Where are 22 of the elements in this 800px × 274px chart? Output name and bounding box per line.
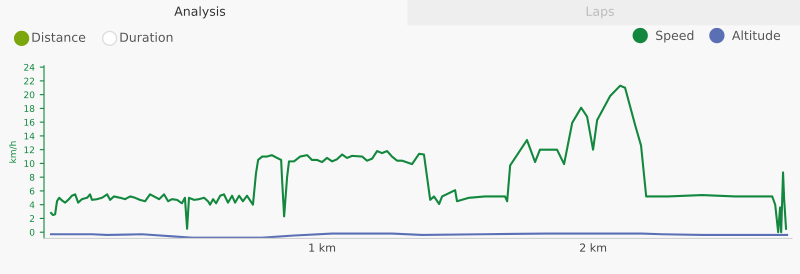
y-tick-label: 14 xyxy=(24,132,34,140)
y-tick-label: 16 xyxy=(24,118,34,126)
legend-label: Speed xyxy=(656,30,694,43)
y-tick-label: 0 xyxy=(30,228,34,236)
line-series xyxy=(50,84,788,234)
y-tick-label: 6 xyxy=(30,188,34,194)
y-tick-label: 24 xyxy=(24,64,34,71)
x-tick-label: 1 km xyxy=(309,243,336,252)
y-tick-label: 12 xyxy=(24,146,34,154)
y-axis-title: km/h xyxy=(9,141,17,163)
y-tick-label: 20 xyxy=(24,91,34,98)
text: Distance xyxy=(32,32,86,42)
text: Duration xyxy=(120,32,172,42)
y-tick-label: 10 xyxy=(24,160,34,167)
y-tick-label: 4 xyxy=(30,202,34,208)
x-tick-label: 2 km xyxy=(580,243,606,252)
y-tick-label: 8 xyxy=(30,174,34,181)
y-tick-label: 22 xyxy=(24,78,34,84)
text: Analysis xyxy=(174,6,226,18)
y-tick-label: 18 xyxy=(24,105,34,112)
y-tick-label: 2 xyxy=(30,215,34,222)
legend-label: Altitude xyxy=(732,30,780,40)
